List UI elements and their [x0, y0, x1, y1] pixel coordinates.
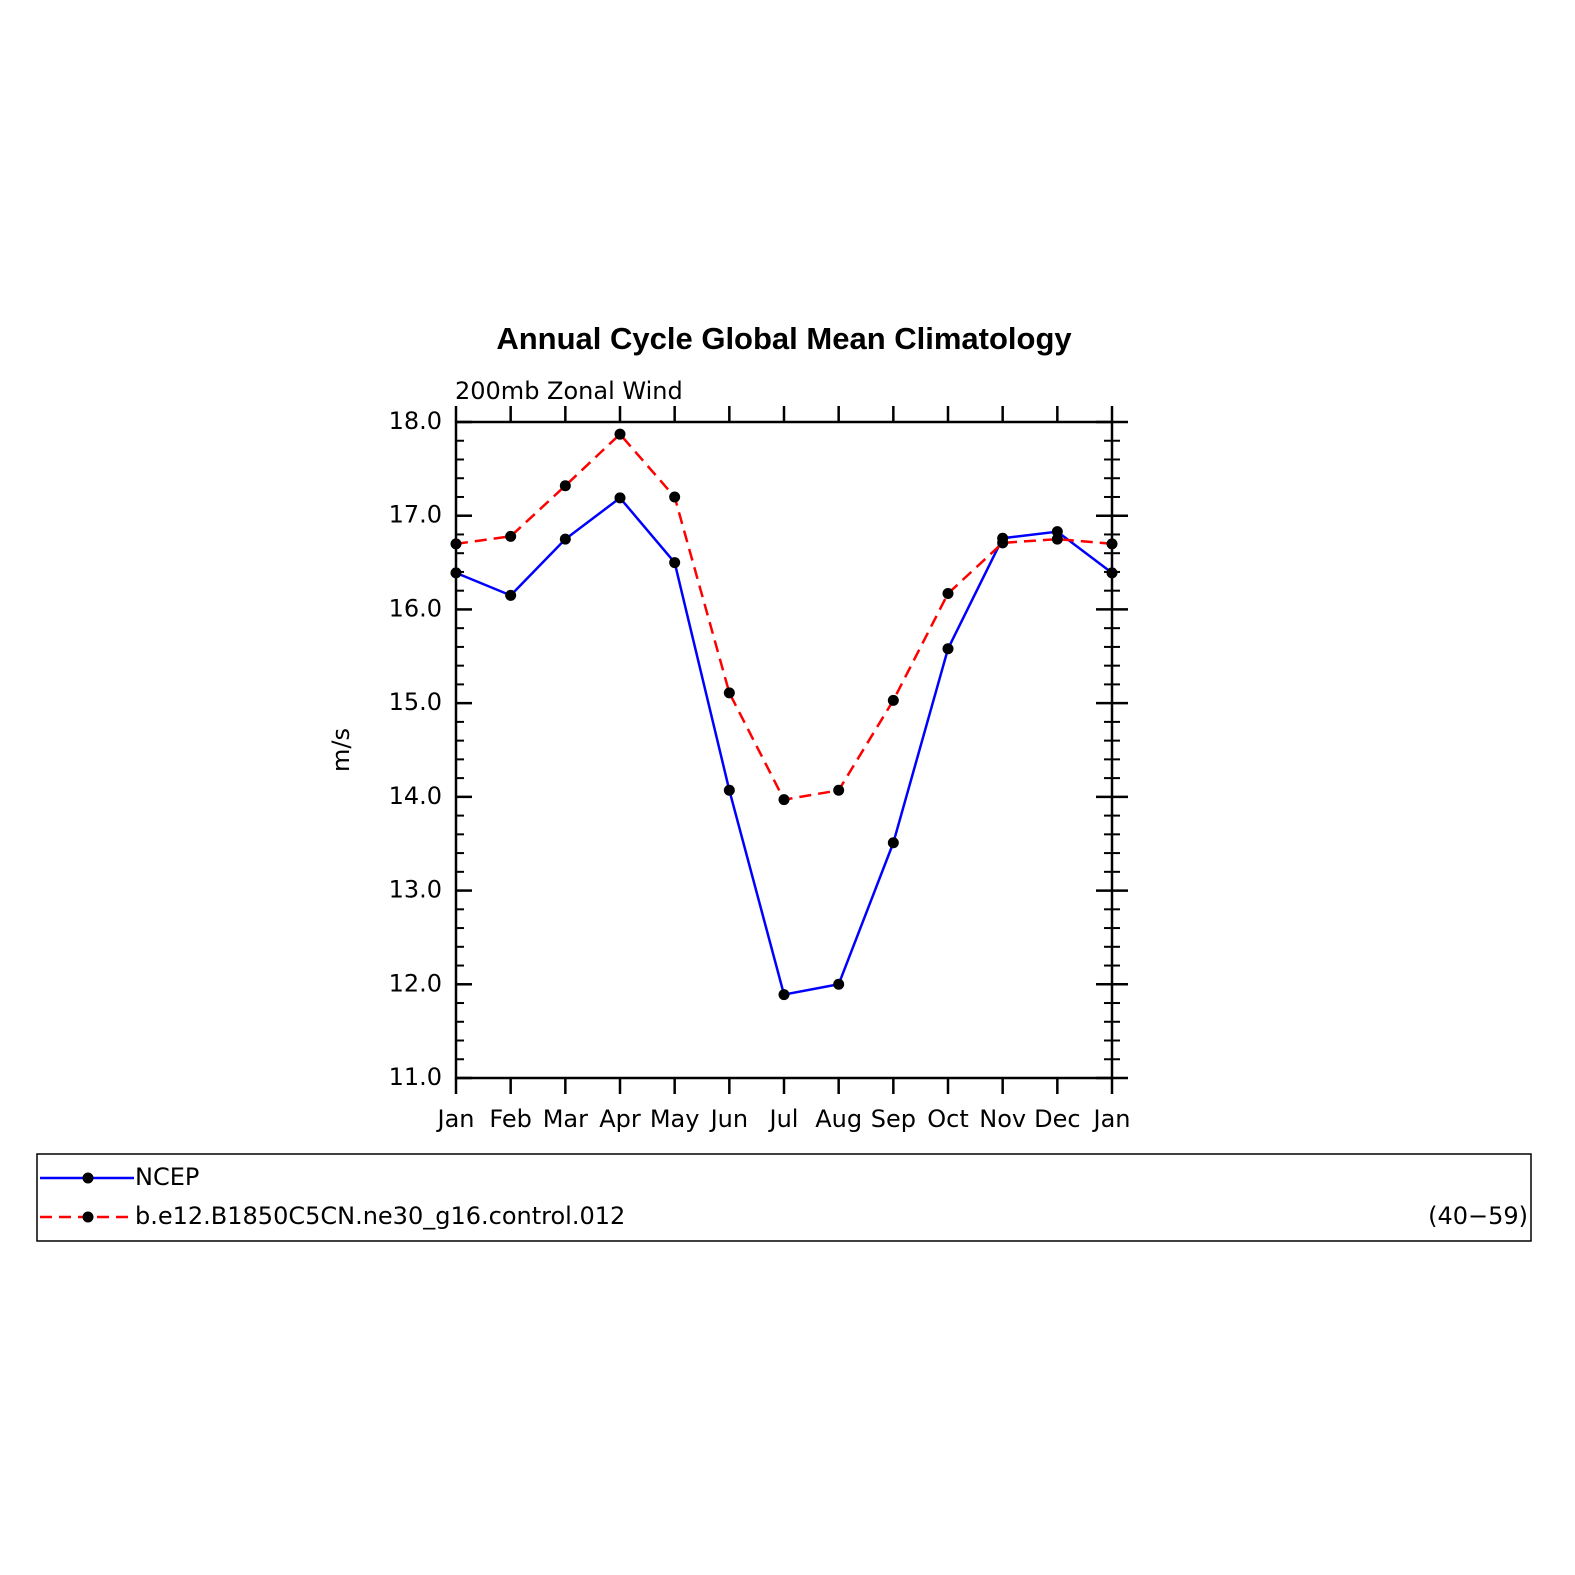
- data-point: [778, 989, 790, 1001]
- data-point: [778, 794, 790, 806]
- data-point: [559, 480, 571, 492]
- legend-label: b.e12.B1850C5CN.ne30_g16.control.012: [135, 1202, 625, 1230]
- legend-marker: [82, 1172, 94, 1184]
- y-tick-label: 14.0: [389, 782, 442, 810]
- x-tick-label: Jun: [709, 1105, 749, 1133]
- data-point: [614, 492, 626, 504]
- data-point: [833, 784, 845, 796]
- data-point: [887, 837, 899, 849]
- y-tick-label: 12.0: [389, 969, 442, 997]
- y-axis-label: m/s: [327, 728, 355, 772]
- data-point: [997, 537, 1009, 549]
- x-tick-label: Aug: [815, 1105, 862, 1133]
- x-tick-label: Nov: [979, 1105, 1026, 1133]
- data-point: [833, 978, 845, 990]
- data-point: [505, 589, 517, 601]
- data-point: [942, 643, 954, 655]
- data-point: [1106, 538, 1118, 550]
- data-point: [450, 567, 462, 579]
- chart-title: Annual Cycle Global Mean Climatology: [496, 321, 1072, 356]
- y-tick-label: 17.0: [389, 501, 442, 529]
- data-point: [669, 491, 681, 503]
- plot-frame: [454, 420, 1114, 1080]
- x-tick-label: Jan: [436, 1105, 475, 1133]
- x-tick-label: Feb: [489, 1105, 532, 1133]
- legend-marker: [82, 1211, 94, 1223]
- y-tick-label: 18.0: [389, 407, 442, 435]
- data-point: [450, 538, 462, 550]
- x-tick-label: Dec: [1034, 1105, 1080, 1133]
- x-tick-label: Mar: [543, 1105, 588, 1133]
- data-point: [614, 428, 626, 440]
- y-tick-label: 16.0: [389, 594, 442, 622]
- data-point: [723, 687, 735, 699]
- series-line: [455, 496, 1113, 997]
- data-point: [887, 694, 899, 706]
- x-tick-label: Jan: [1092, 1105, 1131, 1133]
- legend-note: (40−59): [1428, 1202, 1528, 1230]
- data-point: [669, 557, 681, 569]
- y-tick-label: 13.0: [389, 876, 442, 904]
- x-tick-label: Oct: [927, 1105, 969, 1133]
- x-tick-label: Jul: [768, 1105, 799, 1133]
- y-tick-label: 11.0: [389, 1063, 442, 1091]
- x-tick-label: Apr: [599, 1105, 641, 1133]
- chart-subtitle: 200mb Zonal Wind: [455, 377, 683, 405]
- legend-box: [36, 1153, 1532, 1242]
- x-tick-label: May: [650, 1105, 700, 1133]
- x-tick-label: Sep: [871, 1105, 916, 1133]
- data-point: [1106, 567, 1118, 579]
- series-line: [455, 432, 1113, 802]
- data-point: [1051, 533, 1063, 545]
- data-point: [505, 530, 517, 542]
- data-point: [723, 784, 735, 796]
- y-tick-label: 15.0: [389, 688, 442, 716]
- data-point: [942, 587, 954, 599]
- legend-label: NCEP: [135, 1163, 199, 1191]
- data-point: [559, 533, 571, 545]
